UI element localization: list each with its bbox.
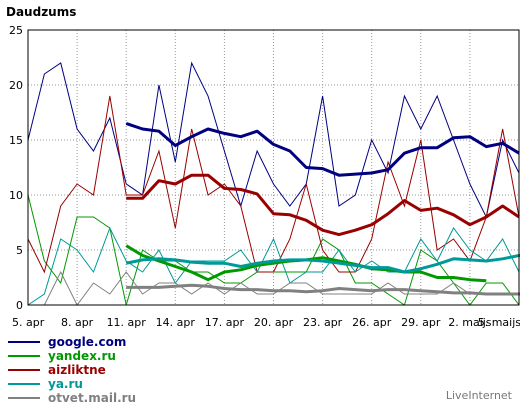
x-tick-label: 11. apr: [107, 316, 147, 329]
x-tick-label: 8. apr: [61, 316, 94, 329]
x-tick-label: 20. apr: [254, 316, 294, 329]
series-line-google-com: [27, 61, 520, 219]
y-tick-label: 25: [9, 24, 23, 37]
legend-label: yandex.ru: [48, 349, 116, 363]
legend-label: ya.ru: [48, 377, 83, 391]
legend-label: aizliktne: [48, 363, 106, 377]
average-line-google-com: [125, 122, 520, 177]
x-tick-label: 29. apr: [401, 316, 441, 329]
y-axis-ticks: 0 5 10 15 20 25: [9, 24, 23, 312]
legend: google.comyandex.ruaizliktneya.ruotvet.m…: [8, 335, 136, 405]
x-tick-label: 26. apr: [352, 316, 392, 329]
legend-label: otvet.mail.ru: [48, 391, 136, 405]
brand-liveinternet: LiveInternet: [446, 389, 513, 402]
y-tick-label: 10: [9, 189, 23, 202]
average-line-ovet-mail-ru: [126, 283, 520, 296]
series-line-ovet-mail-ru: [28, 270, 519, 306]
y-tick-label: 15: [9, 134, 23, 147]
average-lines: [125, 122, 520, 296]
x-tick-label: 23. apr: [303, 316, 343, 329]
x-tick-label: 17. apr: [205, 316, 245, 329]
chart-title: Daudzums: [6, 5, 76, 19]
legend-label: google.com: [48, 335, 126, 349]
x-axis-ticks: 5. apr 8. apr 11. apr 14. apr 17. apr 20. apr…: [12, 316, 520, 329]
y-tick-label: 5: [16, 244, 23, 257]
average-line-yandex-ru: [125, 244, 487, 283]
plot-frame: [27, 29, 520, 306]
series-lines: [27, 61, 520, 306]
x-tick-label: 5. apr: [12, 316, 45, 329]
average-line-aizliktne: [126, 173, 520, 237]
x-tick-label: 5. maijs: [478, 316, 520, 329]
series-line-aizliktne: [27, 95, 520, 274]
y-tick-label: 20: [9, 79, 23, 92]
x-tick-label: 14. apr: [156, 316, 196, 329]
y-tick-label: 0: [16, 299, 23, 312]
series-line-ya-ru: [27, 226, 520, 306]
average-line-ya-ru: [125, 254, 520, 274]
x-tick-label: 2. maijs: [448, 316, 492, 329]
